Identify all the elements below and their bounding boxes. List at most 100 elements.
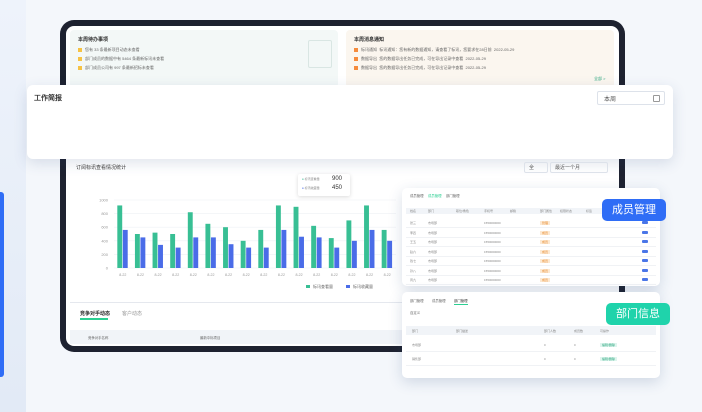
dept-col-header: 可操作 bbox=[600, 329, 610, 333]
todo-item[interactable]: 部门成员的数据中有 5464 条最新标讯未查看 bbox=[78, 56, 164, 62]
bar-favorite-count[interactable] bbox=[175, 247, 181, 268]
bar-view-count[interactable] bbox=[240, 240, 246, 268]
member-tab[interactable]: 成员管理 bbox=[428, 194, 442, 198]
bar-favorite-count[interactable] bbox=[263, 247, 269, 268]
bar-favorite-count[interactable] bbox=[246, 247, 252, 268]
edit-action-icon[interactable] bbox=[642, 230, 648, 234]
table-cell: 市场部 bbox=[428, 278, 438, 282]
bar-favorite-count[interactable] bbox=[387, 240, 393, 268]
notice-item[interactable]: 数据导出 您的数据导出任务已完成，可在导出记录中查看 2022-05-29 bbox=[354, 65, 486, 71]
stat-tile[interactable]: 导入CRM标讯量（条） 234 ▸ bbox=[578, 111, 662, 154]
edit-action-icon[interactable] bbox=[642, 268, 648, 272]
bar-view-count[interactable] bbox=[275, 205, 281, 268]
notice-item[interactable]: 标讯通知 标讯通知：您有新的数据通知，请查看了标讯，您要求在28日前 2022-… bbox=[354, 47, 514, 53]
bar-view-count[interactable] bbox=[205, 223, 211, 268]
bar-view-count[interactable] bbox=[328, 238, 334, 268]
table-cell: 0 bbox=[544, 357, 546, 361]
legend-label[interactable]: 标讯收藏量 bbox=[353, 283, 373, 289]
stat-tile[interactable]: 标讯收藏量（条） 234 ▸ bbox=[396, 111, 480, 154]
stat-value: 5678 ▸ bbox=[222, 131, 259, 147]
bar-view-count[interactable] bbox=[134, 234, 140, 268]
background-strip bbox=[0, 0, 26, 412]
dept-tab[interactable]: 成员管理 bbox=[432, 299, 446, 303]
table-cell[interactable]: 编辑/删除 bbox=[600, 357, 617, 361]
bar-favorite-count[interactable] bbox=[351, 240, 357, 268]
edit-action-icon[interactable] bbox=[642, 278, 648, 281]
stat-label: 导入CRM标讯量（条） bbox=[586, 121, 648, 127]
table-row[interactable] bbox=[406, 228, 656, 238]
y-tick-label: 1000 bbox=[99, 198, 109, 203]
table-row[interactable] bbox=[406, 256, 656, 266]
tab-customer[interactable]: 客户动态 bbox=[122, 311, 143, 317]
table-cell[interactable]: 编辑/删除 bbox=[600, 343, 617, 347]
notice-more-link[interactable]: 全部 > bbox=[594, 76, 606, 81]
period-select[interactable]: 本周 bbox=[597, 91, 665, 105]
bar-view-count[interactable] bbox=[293, 206, 299, 268]
bar-favorite-count[interactable] bbox=[228, 244, 234, 268]
dept-tab[interactable]: 部门管理 bbox=[410, 299, 424, 303]
dept-table-header bbox=[406, 326, 656, 335]
table-cell: 1550000000 bbox=[484, 240, 501, 244]
table-row[interactable] bbox=[406, 247, 656, 257]
bar-favorite-count[interactable] bbox=[210, 237, 216, 268]
dept-col-header: 部门人数 bbox=[544, 329, 557, 333]
bar-favorite-count[interactable] bbox=[122, 229, 128, 268]
edit-action-icon[interactable] bbox=[642, 221, 648, 224]
stat-tile[interactable]: 数据导出（次） 5678 ▸ bbox=[214, 111, 298, 154]
table-row[interactable] bbox=[406, 266, 656, 276]
bar-view-count[interactable] bbox=[223, 227, 228, 268]
work-briefing-card: 工作简报 本周 标讯查看量（条） 125848 ▸ 公司查看量（家） 78990 ▸… bbox=[27, 85, 673, 159]
bar-favorite-count[interactable] bbox=[369, 229, 375, 268]
edit-action-icon[interactable] bbox=[642, 240, 648, 243]
edit-action-icon[interactable] bbox=[642, 249, 648, 253]
bar-favorite-count[interactable] bbox=[140, 237, 146, 268]
table-cell: 0 bbox=[574, 343, 576, 347]
bar-chart-panel: 订阅标讯查看情况统计 全 最近一个月 ● 标讯查看量 900 ● 标讯收藏量 4… bbox=[66, 160, 608, 300]
todo-item[interactable]: 部门成员公司有 997 条最新招标未查看 bbox=[78, 65, 154, 71]
bar-view-count[interactable] bbox=[170, 234, 176, 268]
bar-view-count[interactable] bbox=[258, 229, 264, 268]
notice-item[interactable]: 数据导出 您的数据导出任务已完成，可在导出记录中查看 2022-05-29 bbox=[354, 56, 486, 62]
table-row[interactable] bbox=[406, 237, 656, 247]
edit-action-icon[interactable] bbox=[642, 259, 648, 262]
bar-view-count[interactable] bbox=[381, 229, 387, 268]
table-row[interactable] bbox=[406, 218, 656, 228]
table-row[interactable] bbox=[406, 275, 656, 285]
bar-favorite-count[interactable] bbox=[281, 229, 287, 268]
bar-view-count[interactable] bbox=[187, 212, 193, 268]
bar-view-count[interactable] bbox=[364, 205, 369, 268]
stat-tile[interactable]: 标讯转发量（条） 234 ▸ bbox=[487, 111, 571, 154]
table-cell: 0 bbox=[544, 343, 546, 347]
legend-label[interactable]: 标讯查看量 bbox=[313, 283, 333, 289]
stat-value: 3456 ▸ bbox=[313, 131, 350, 147]
table-cell: 市场部 bbox=[428, 249, 438, 254]
stat-tile[interactable]: 标讯跟进量（条） 3456 ▸ bbox=[305, 111, 389, 154]
tab-competitor[interactable]: 竞争对手动态 bbox=[80, 311, 111, 317]
bar-favorite-count[interactable] bbox=[158, 244, 163, 268]
member-col-header: 邮箱 bbox=[510, 209, 517, 213]
todo-item[interactable]: 您有 33 条最新项目动态未查看 bbox=[78, 47, 140, 53]
y-tick-label: 200 bbox=[101, 252, 108, 257]
legend-swatch bbox=[306, 285, 310, 288]
member-tab[interactable]: 成员管理 bbox=[410, 194, 424, 198]
bar-view-count[interactable] bbox=[117, 205, 123, 268]
stat-tile[interactable]: 公司查看量（家） 78990 ▸ bbox=[123, 111, 207, 154]
dept-tab[interactable]: 部门管理 bbox=[454, 299, 468, 303]
bar-view-count[interactable] bbox=[152, 232, 158, 268]
stat-label: 标讯收藏量（条） bbox=[404, 121, 453, 127]
bar-favorite-count[interactable] bbox=[299, 236, 304, 268]
stat-tile[interactable]: 标讯查看量（条） 125848 ▸ bbox=[32, 111, 116, 154]
dept-col-header: 部门 bbox=[412, 329, 419, 333]
bar-favorite-count[interactable] bbox=[316, 237, 322, 268]
bar-view-count[interactable] bbox=[346, 220, 352, 268]
chart-filter-select[interactable]: 全 bbox=[524, 162, 548, 173]
bar-favorite-count[interactable] bbox=[193, 237, 199, 268]
bar-view-count[interactable] bbox=[311, 225, 317, 268]
table-row[interactable] bbox=[406, 338, 656, 352]
bar-favorite-count[interactable] bbox=[334, 247, 340, 268]
table-cell: 李四 bbox=[410, 230, 417, 235]
y-tick-label: 0 bbox=[106, 266, 109, 271]
chart-range-select[interactable]: 最近一个月 bbox=[550, 162, 608, 173]
table-row[interactable] bbox=[406, 352, 656, 366]
member-tab[interactable]: 部门管理 bbox=[446, 194, 460, 198]
